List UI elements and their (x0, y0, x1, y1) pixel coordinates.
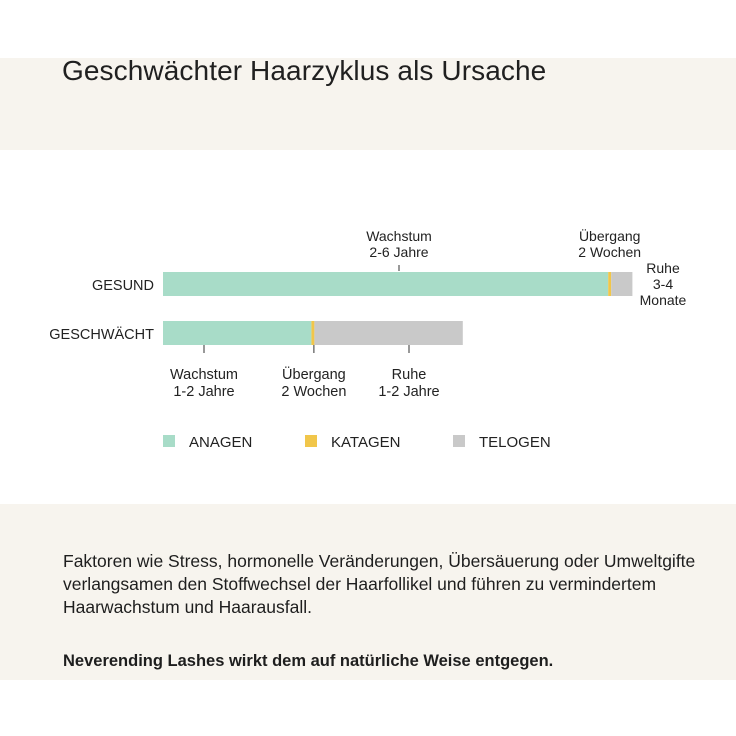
bar-geschwcht-anagen (163, 321, 312, 345)
hair-cycle-chart: GESUND GESCHWÄCHT Wachstum 2-6 Jahre Übergan… (49, 227, 687, 451)
annot-geschwaecht-wachstum: Wachstum 1-2 Jahre (170, 367, 238, 400)
annot-geschwaecht-uebergang: Übergang 2 Wochen (281, 365, 346, 400)
title-band (0, 58, 736, 150)
legend-label-telogen: TELOGEN (479, 434, 551, 451)
legend-swatch-anagen (163, 435, 175, 447)
annot-gesund-ruhe: Ruhe 3-4 Monate (640, 260, 687, 308)
text-band (0, 504, 736, 680)
bar-gesund-katagen (608, 272, 612, 296)
annot-geschwaecht-ruhe: Ruhe 1-2 Jahre (378, 367, 439, 400)
bar-geschwcht-telogen (314, 321, 463, 345)
legend-label-anagen: ANAGEN (189, 434, 252, 451)
legend-label-katagen: KATAGEN (331, 434, 400, 451)
bar-gesund-telogen (611, 272, 633, 296)
legend-swatch-telogen (453, 435, 465, 447)
annot-gesund-wachstum: Wachstum 2-6 Jahre (366, 228, 432, 260)
bar-geschwcht-katagen (311, 321, 315, 345)
annot-gesund-uebergang: Übergang 2 Wochen (578, 227, 641, 260)
legend-swatch-katagen (305, 435, 317, 447)
page-title: Geschwächter Haarzyklus als Ursache (62, 55, 547, 86)
row-label-gesund: GESUND (92, 278, 154, 294)
tagline: Neverending Lashes wirkt dem auf natürli… (63, 652, 554, 670)
bar-gesund-anagen (163, 272, 609, 296)
description-paragraph: Faktoren wie Stress, hormonelle Veränder… (63, 551, 696, 617)
row-label-geschwcht: GESCHWÄCHT (49, 326, 154, 343)
